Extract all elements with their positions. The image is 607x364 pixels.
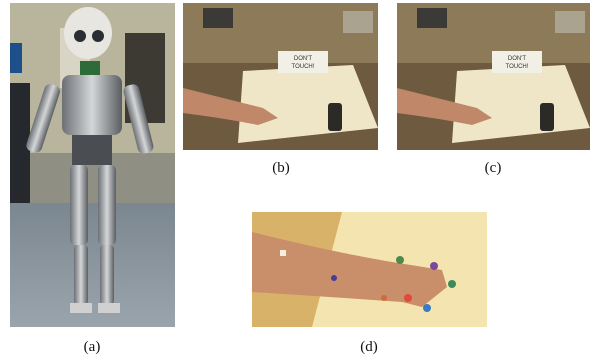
figure-page: (a) DON'T TOUCH! (b) DON'T TOUCH! (c) (d… bbox=[0, 0, 607, 364]
sign-line: DON'T bbox=[508, 56, 526, 62]
caption-a: (a) bbox=[84, 339, 101, 356]
sign-line: DON'T bbox=[294, 56, 312, 62]
photo-hand bbox=[252, 212, 487, 327]
caption-d: (d) bbox=[360, 339, 378, 356]
photo-table-c: DON'T TOUCH! bbox=[397, 3, 590, 150]
sign-line: TOUCH! bbox=[506, 64, 529, 70]
photo-table-b: DON'T TOUCH! bbox=[183, 3, 378, 150]
caption-b: (b) bbox=[272, 160, 290, 177]
caption-c: (c) bbox=[485, 160, 502, 177]
sign-line: TOUCH! bbox=[292, 64, 315, 70]
photo-robot bbox=[10, 3, 175, 327]
